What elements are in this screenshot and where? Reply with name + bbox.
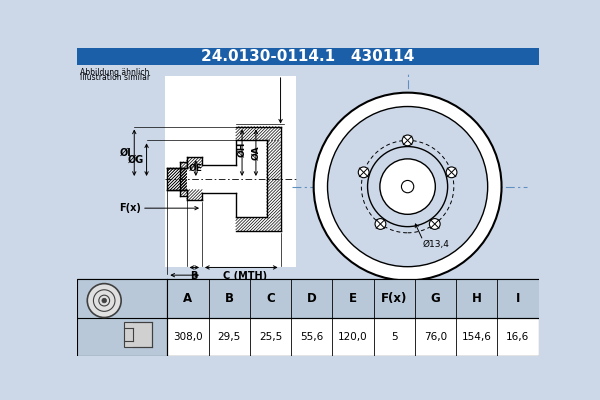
Text: Illustration similar: Illustration similar — [80, 74, 151, 82]
Text: C (MTH): C (MTH) — [223, 271, 267, 281]
Text: ØA: ØA — [251, 146, 260, 160]
Text: B: B — [191, 271, 198, 281]
Bar — [165, 76, 296, 268]
Bar — [77, 279, 539, 356]
Bar — [77, 279, 167, 356]
Text: C: C — [266, 292, 275, 305]
Circle shape — [401, 180, 414, 193]
Text: 5: 5 — [391, 332, 397, 342]
Bar — [124, 322, 152, 347]
Text: Ate: Ate — [361, 142, 439, 184]
Text: Ø13,4: Ø13,4 — [423, 240, 450, 249]
Text: 55,6: 55,6 — [300, 332, 323, 342]
Circle shape — [402, 135, 413, 146]
Circle shape — [314, 93, 502, 280]
Circle shape — [375, 218, 386, 229]
Text: 308,0: 308,0 — [173, 332, 203, 342]
Text: D: D — [181, 279, 188, 289]
Text: 154,6: 154,6 — [462, 332, 491, 342]
Circle shape — [446, 167, 457, 178]
Text: D: D — [307, 292, 317, 305]
Text: ØG: ØG — [128, 155, 144, 165]
Circle shape — [368, 146, 448, 227]
Bar — [167, 168, 187, 190]
Bar — [167, 279, 539, 318]
Text: 24.0130-0114.1   430114: 24.0130-0114.1 430114 — [201, 49, 414, 64]
Text: I: I — [515, 292, 520, 305]
Text: A: A — [184, 292, 193, 305]
Circle shape — [380, 159, 436, 214]
Circle shape — [358, 167, 369, 178]
Circle shape — [87, 284, 121, 318]
Text: ØE: ØE — [189, 164, 203, 173]
Text: 76,0: 76,0 — [424, 332, 447, 342]
Text: ØH: ØH — [238, 141, 247, 156]
Circle shape — [102, 298, 107, 303]
Text: 16,6: 16,6 — [506, 332, 530, 342]
Text: H: H — [472, 292, 482, 305]
Text: F(x): F(x) — [381, 292, 407, 305]
Text: G: G — [431, 292, 440, 305]
Text: E: E — [349, 292, 357, 305]
Text: Abbildung ähnlich: Abbildung ähnlich — [80, 68, 150, 77]
Bar — [77, 48, 539, 65]
Bar — [77, 65, 539, 279]
Circle shape — [328, 106, 488, 267]
Text: B: B — [225, 292, 234, 305]
Text: F(x): F(x) — [119, 203, 141, 213]
Circle shape — [430, 218, 440, 229]
Text: 29,5: 29,5 — [218, 332, 241, 342]
Text: 25,5: 25,5 — [259, 332, 282, 342]
Text: 120,0: 120,0 — [338, 332, 368, 342]
Text: ØI: ØI — [120, 148, 132, 158]
